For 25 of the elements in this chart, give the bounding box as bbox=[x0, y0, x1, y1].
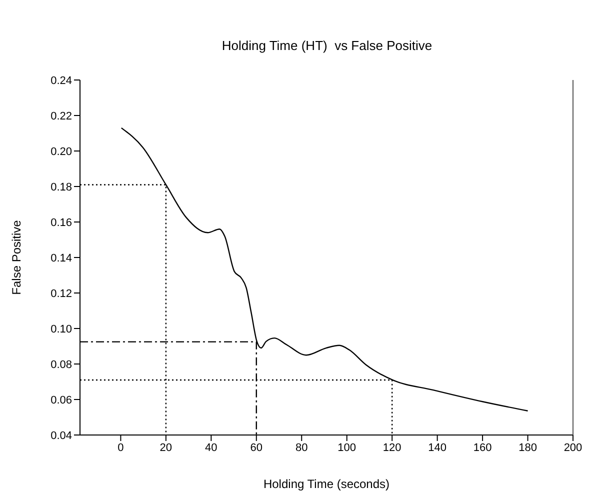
y-tick-label: 0.18 bbox=[50, 181, 72, 194]
y-tick-label: 0.04 bbox=[50, 430, 72, 442]
y-tick-label: 0.16 bbox=[50, 216, 72, 229]
y-tick-label: 0.20 bbox=[50, 146, 72, 158]
y-tick-label: 0.08 bbox=[50, 358, 72, 371]
y-tick-label: 0.10 bbox=[50, 323, 72, 336]
y-tick-label: 0.12 bbox=[50, 288, 72, 300]
y-tick-label: 0.24 bbox=[50, 74, 72, 87]
x-tick-label: 200 bbox=[564, 442, 582, 454]
x-tick-label: 120 bbox=[382, 442, 402, 454]
chart-title: Holding Time (HT) vs False Positive bbox=[220, 38, 434, 53]
y-tick-label: 0.14 bbox=[50, 252, 72, 264]
x-tick-label: 80 bbox=[296, 442, 308, 454]
x-tick-label: 140 bbox=[428, 442, 446, 454]
x-tick-label: 60 bbox=[250, 442, 263, 454]
y-axis-title: False Positive bbox=[9, 220, 24, 295]
x-axis-title: Holding Time (seconds) bbox=[263, 477, 390, 491]
x-tick-label: 0 bbox=[118, 442, 124, 454]
x-tick-label: 40 bbox=[205, 442, 218, 454]
y-tick-label: 0.06 bbox=[50, 394, 72, 406]
x-tick-label: 180 bbox=[518, 442, 537, 454]
x-tick-label: 160 bbox=[473, 442, 492, 454]
x-tick-label: 100 bbox=[338, 442, 356, 454]
x-tick-label: 20 bbox=[160, 442, 172, 454]
y-tick-label: 0.22 bbox=[50, 110, 72, 122]
